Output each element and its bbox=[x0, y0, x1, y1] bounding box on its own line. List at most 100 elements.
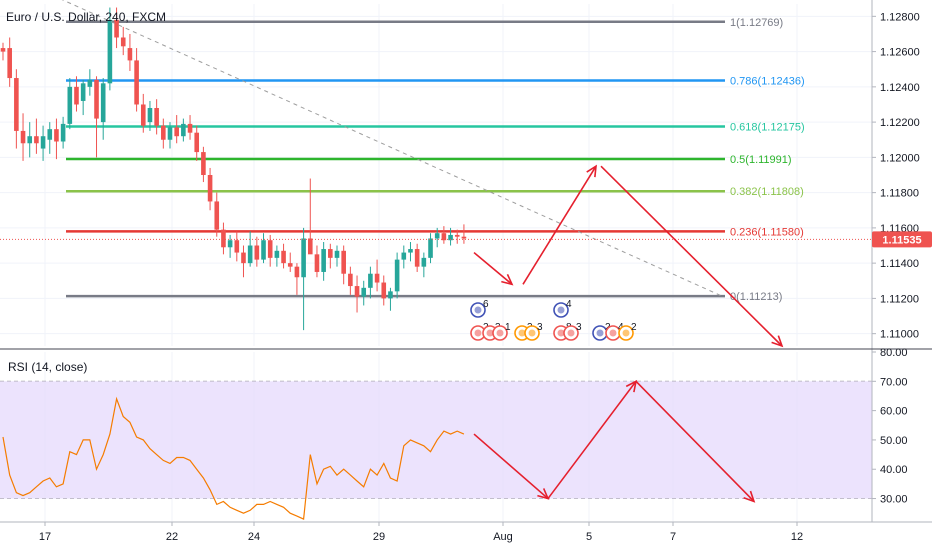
fib-label-5: 0.236(1.11580) bbox=[730, 226, 804, 238]
candle[interactable] bbox=[434, 227, 440, 248]
candle[interactable] bbox=[140, 93, 146, 133]
candle[interactable] bbox=[234, 231, 240, 262]
candle[interactable] bbox=[374, 259, 380, 292]
economic-event-icon[interactable]: 2 bbox=[618, 322, 637, 341]
candle[interactable] bbox=[27, 122, 33, 158]
candle[interactable] bbox=[428, 233, 433, 264]
candle-body bbox=[174, 127, 179, 137]
candle[interactable] bbox=[74, 76, 79, 112]
candle[interactable] bbox=[94, 76, 99, 158]
candle[interactable] bbox=[454, 229, 460, 244]
candle[interactable] bbox=[147, 100, 153, 131]
candle[interactable] bbox=[267, 234, 273, 267]
candle[interactable] bbox=[388, 287, 393, 311]
candle[interactable] bbox=[20, 113, 26, 161]
candle[interactable] bbox=[181, 118, 186, 142]
candle[interactable] bbox=[60, 116, 66, 149]
candle[interactable] bbox=[14, 69, 19, 149]
candle[interactable] bbox=[307, 178, 313, 255]
candle[interactable] bbox=[167, 122, 173, 149]
candle[interactable] bbox=[207, 167, 213, 211]
candle-body bbox=[127, 48, 133, 61]
candle[interactable] bbox=[394, 252, 400, 299]
candle[interactable] bbox=[107, 7, 113, 91]
candle[interactable] bbox=[294, 263, 300, 295]
candle[interactable] bbox=[7, 37, 12, 87]
event-markers[interactable]: 623133483242 bbox=[470, 299, 637, 341]
candle[interactable] bbox=[414, 243, 420, 272]
economic-event-icon[interactable]: 4 bbox=[553, 299, 572, 318]
candle[interactable] bbox=[321, 241, 326, 281]
candle[interactable] bbox=[314, 245, 320, 278]
candle[interactable] bbox=[361, 280, 367, 306]
candle[interactable] bbox=[47, 122, 53, 154]
candle-body bbox=[441, 233, 447, 241]
candle[interactable] bbox=[421, 252, 427, 278]
candle[interactable] bbox=[54, 118, 59, 160]
candle-body bbox=[281, 250, 286, 264]
candle[interactable] bbox=[241, 245, 246, 278]
economic-event-icon[interactable]: 3 bbox=[524, 322, 543, 341]
candle[interactable] bbox=[348, 266, 353, 295]
economic-event-icon[interactable]: 1 bbox=[492, 322, 511, 341]
candle[interactable] bbox=[40, 125, 46, 161]
candle[interactable] bbox=[87, 69, 93, 96]
candle[interactable] bbox=[334, 245, 340, 267]
candle-body bbox=[301, 238, 306, 278]
economic-event-icon[interactable]: 3 bbox=[563, 322, 582, 341]
candle[interactable] bbox=[354, 275, 360, 313]
candle[interactable] bbox=[408, 241, 413, 262]
candle[interactable] bbox=[114, 7, 119, 49]
candle[interactable] bbox=[281, 243, 286, 269]
candle[interactable] bbox=[154, 99, 159, 135]
candle-body bbox=[140, 104, 146, 126]
rsi-tick-label: 60.00 bbox=[880, 406, 908, 418]
candle[interactable] bbox=[461, 224, 467, 244]
price-forecast-arrow[interactable] bbox=[522, 164, 597, 285]
candle[interactable] bbox=[341, 245, 346, 285]
candle-body bbox=[448, 234, 453, 241]
candle[interactable] bbox=[441, 226, 447, 244]
candle[interactable] bbox=[301, 227, 306, 331]
candle[interactable] bbox=[254, 236, 260, 267]
candle[interactable] bbox=[214, 192, 220, 237]
forecast-arrows[interactable] bbox=[473, 164, 784, 503]
event-count: 2 bbox=[631, 322, 637, 333]
candle[interactable] bbox=[381, 275, 387, 306]
candle[interactable] bbox=[0, 42, 6, 61]
candle[interactable] bbox=[328, 243, 333, 269]
candle[interactable] bbox=[134, 48, 139, 112]
time-tick-label: 7 bbox=[670, 531, 676, 543]
candle[interactable] bbox=[34, 118, 39, 154]
price-tick-label: 1.12000 bbox=[880, 152, 920, 164]
candle[interactable] bbox=[80, 79, 86, 116]
candle[interactable] bbox=[448, 227, 453, 246]
candle[interactable] bbox=[100, 78, 106, 140]
candle[interactable] bbox=[161, 118, 166, 149]
candle[interactable] bbox=[187, 115, 193, 140]
candle[interactable] bbox=[261, 233, 266, 264]
candle[interactable] bbox=[174, 115, 179, 144]
price-forecast-arrow[interactable] bbox=[600, 165, 784, 348]
candle[interactable] bbox=[67, 78, 73, 130]
candle-body bbox=[261, 240, 266, 260]
candle-body bbox=[421, 257, 427, 267]
fib-label-1: 0.786(1.12436) bbox=[730, 76, 805, 88]
candle[interactable] bbox=[221, 222, 226, 255]
candle[interactable] bbox=[120, 26, 126, 56]
candle[interactable] bbox=[194, 125, 200, 161]
economic-event-icon[interactable]: 6 bbox=[470, 299, 489, 318]
candle[interactable] bbox=[274, 245, 280, 267]
price-forecast-arrow[interactable] bbox=[473, 251, 514, 286]
candle[interactable] bbox=[201, 146, 206, 183]
candle[interactable] bbox=[401, 245, 407, 269]
trendline[interactable] bbox=[60, 0, 723, 297]
candle[interactable] bbox=[287, 252, 293, 272]
candle-body bbox=[394, 259, 400, 292]
candles[interactable] bbox=[0, 7, 467, 331]
candle[interactable] bbox=[368, 266, 373, 299]
rsi-forecast-arrow[interactable] bbox=[635, 380, 756, 503]
candle[interactable] bbox=[127, 33, 133, 71]
candle[interactable] bbox=[247, 231, 253, 267]
candle[interactable] bbox=[227, 234, 233, 258]
